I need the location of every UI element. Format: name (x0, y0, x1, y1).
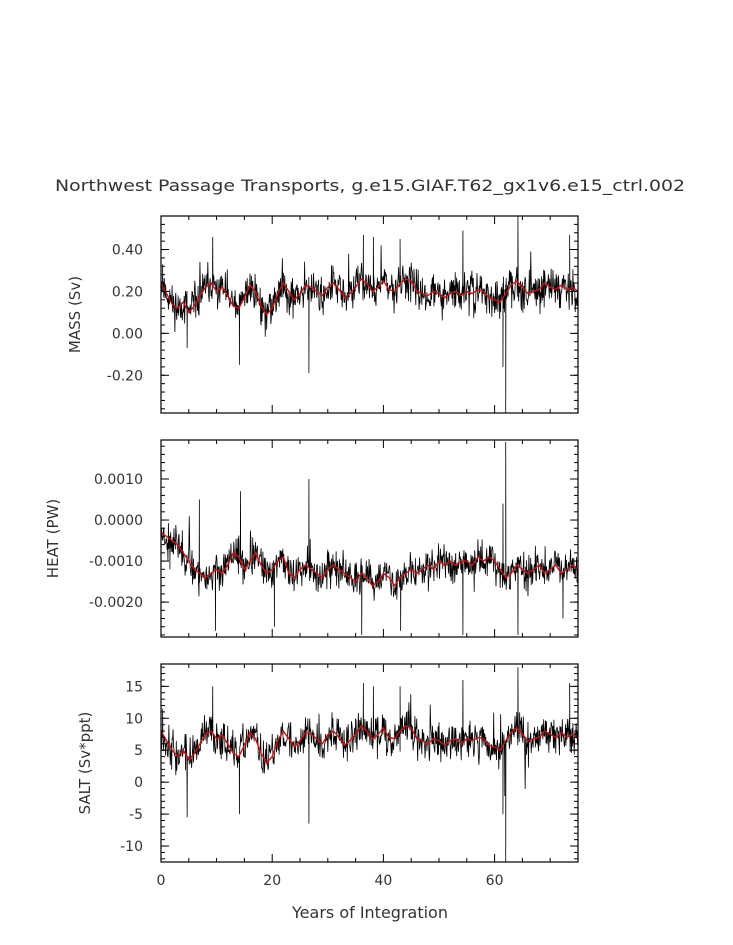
series-mass-smoothed (161, 277, 578, 316)
y-tick-label: -0.0010 (89, 554, 143, 570)
y-axis-label: HEAT (PW) (44, 499, 62, 578)
y-tick-label: 5 (134, 743, 143, 759)
panel-salt: 0 20 40 60 -10 -5 0 5 10 15 SALT (Sv*ppt) (76, 663, 579, 889)
series-salt-monthly (161, 667, 578, 862)
y-tick-label: 0.0010 (94, 472, 143, 488)
y-tick-label: -5 (129, 807, 143, 823)
y-tick-label: 0.00 (112, 326, 143, 342)
chart-title: Northwest Passage Transports, g.e15.GIAF… (55, 176, 685, 196)
x-axis-label: Years of Integration (291, 903, 448, 922)
y-tick-label: 0.40 (112, 243, 143, 259)
panel-mass: -0.20 0.00 0.20 0.40 MASS (Sv) (66, 215, 579, 414)
y-tick-label: 0.20 (112, 284, 143, 300)
panel-heat: -0.0020 -0.0010 0.0000 0.0010 HEAT (PW) (44, 439, 579, 638)
y-tick-label: -10 (120, 839, 143, 855)
series-heat-monthly (161, 442, 578, 635)
x-tick-label: 0 (157, 873, 166, 889)
panels: -0.20 0.00 0.20 0.40 MASS (Sv) -0.0020 -0.0010… (44, 215, 579, 889)
panel-frame (160, 439, 579, 638)
y-tick-label: 0.0000 (94, 513, 143, 529)
y-tick-label: 0 (134, 775, 143, 791)
y-axis-label: SALT (Sv*ppt) (76, 712, 94, 815)
y-tick-label: 10 (125, 711, 143, 727)
series-heat-smoothed (161, 531, 578, 587)
y-tick-label: -0.0020 (89, 595, 143, 611)
y-tick-label: 15 (125, 679, 143, 695)
x-tick-label: 20 (263, 873, 281, 889)
series-mass-monthly (161, 216, 578, 413)
y-tick-label: -0.20 (107, 368, 143, 384)
x-tick-label: 60 (486, 873, 504, 889)
y-axis-label: MASS (Sv) (66, 276, 84, 353)
panel-frame (160, 663, 579, 863)
series-salt-smoothed (161, 724, 578, 765)
x-tick-label: 40 (374, 873, 392, 889)
panel-frame (160, 215, 579, 414)
